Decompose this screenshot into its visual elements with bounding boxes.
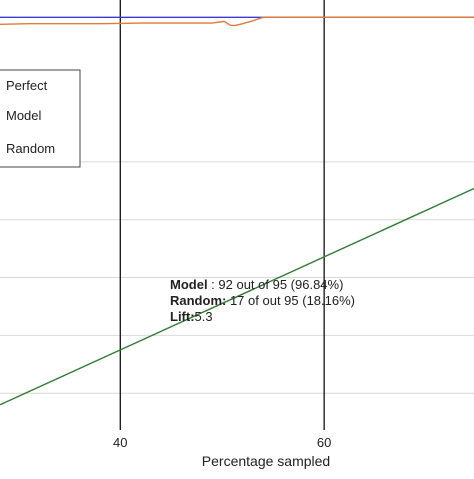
x-tick-labels: 40 60 <box>113 435 331 450</box>
legend: Perfect Model Random <box>0 69 81 168</box>
annotation-model-value: : 92 out of 95 (96.84%) <box>208 277 344 292</box>
annotation-model-label: Model <box>170 277 208 292</box>
annotation-model: Model : 92 out of 95 (96.84%) <box>170 277 343 292</box>
legend-entry-random: Random <box>6 141 55 156</box>
legend-entry-perfect: Perfect <box>6 78 48 93</box>
vertical-reference-lines <box>119 0 325 430</box>
series-line-model <box>0 16 474 27</box>
x-axis-label: Percentage sampled <box>202 453 330 469</box>
x-tick-label: 40 <box>113 435 127 450</box>
legend-entry-model: Model <box>6 108 42 123</box>
series-line-random <box>0 187 474 406</box>
annotation-random-value: 17 of out 95 (18.16%) <box>226 293 355 308</box>
annotation-lift-label: Lift: <box>170 309 195 324</box>
annotation-lift: Lift:5.3 <box>170 309 213 324</box>
annotation-lift-value: 5.3 <box>195 309 213 324</box>
series-lines <box>0 16 474 406</box>
annotation-random: Random: 17 of out 95 (18.16%) <box>170 293 355 308</box>
stats-annotation: Model : 92 out of 95 (96.84%) Random: 17… <box>170 277 355 324</box>
annotation-random-label: Random: <box>170 293 226 308</box>
legend-box <box>0 69 81 168</box>
x-tick-label: 60 <box>317 435 331 450</box>
